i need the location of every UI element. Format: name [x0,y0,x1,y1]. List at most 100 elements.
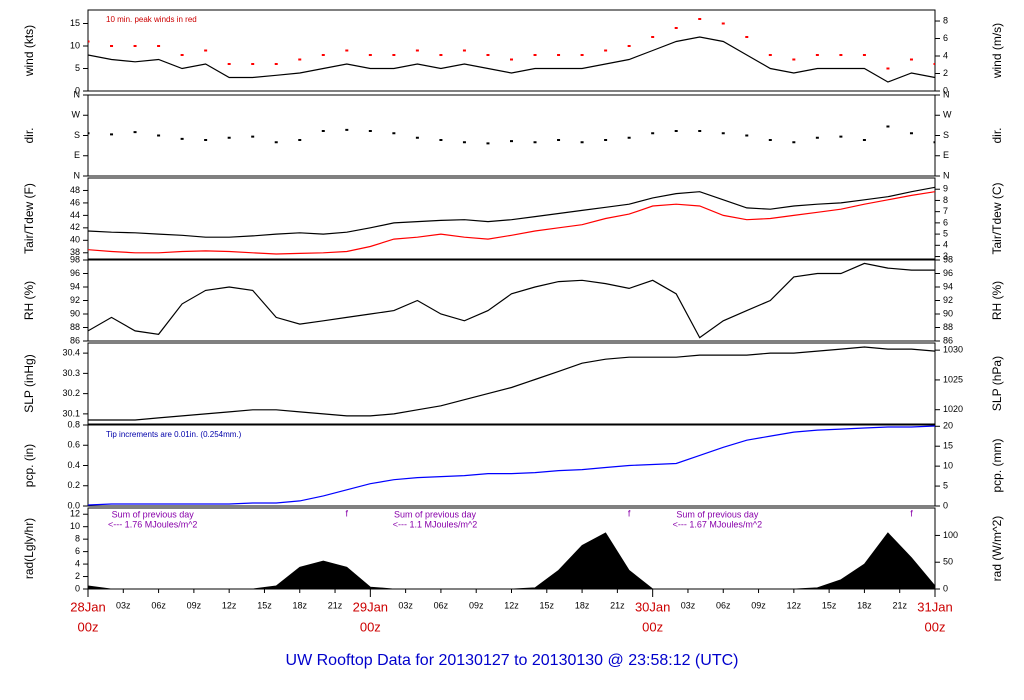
day-sum-title: Sum of previous day [394,509,477,519]
data-point [792,58,796,61]
y-tick-label: E [74,150,80,160]
data-point [157,134,161,137]
data-point [345,128,349,131]
y-tick-label: 0 [75,583,80,593]
data-point [274,141,278,144]
data-point [439,54,443,56]
y2-tick-label: 94 [943,281,953,291]
panel-frame [87,9,936,92]
x-tick-label: 12z [504,600,519,610]
y2-tick-label: 96 [943,268,953,278]
plot-area [88,532,935,589]
day-sum-value: <--- 1.1 MJoules/m^2 [393,519,478,529]
day-mark: f [910,508,913,518]
y-axis-label: dir. [22,127,36,143]
date-label: 31Jan [917,599,952,614]
y2-tick-label: 100 [943,530,958,540]
data-point [415,136,419,139]
y2-tick-label: 86 [943,335,953,345]
data-line [88,346,935,421]
y2-tick-label: 5 [943,228,948,238]
data-point [604,139,608,141]
data-line [88,425,935,506]
day-mark: f [628,508,631,518]
y2-axis-label: Tair/Tdew (C) [990,182,1004,254]
data-point [486,54,490,56]
x-tick-label: 03z [398,600,413,610]
y-axis-label: pcp. (in) [22,444,36,487]
data-point [698,130,702,132]
y2-tick-label: 7 [943,206,948,216]
data-point [368,54,372,56]
x-tick-label: 00z [360,619,381,634]
y-tick-label: N [74,89,81,99]
data-line [88,262,935,339]
y2-tick-label: 0 [943,583,948,593]
y2-axis-label: dir. [990,127,1004,143]
x-tick-label: 03z [681,600,696,610]
x-tick-label: 09z [469,600,484,610]
data-point [886,125,890,128]
data-point [486,142,490,145]
x-tick-label: 21z [892,600,907,610]
y-axis-label: Tair/Tdew (F) [22,183,36,254]
data-point [298,139,302,141]
data-point [274,63,278,65]
y-tick-label: 5 [75,63,80,73]
data-point [533,54,537,56]
y-tick-label: W [72,110,81,120]
x-tick-label: 18z [575,600,590,610]
data-area [88,532,935,589]
data-point [415,49,419,52]
data-line [88,36,935,83]
y2-tick-label: 5 [943,480,948,490]
y-tick-label: 30.3 [62,368,80,378]
data-point [862,54,866,56]
y-tick-label: 98 [70,254,80,264]
y2-tick-label: 8 [943,195,948,205]
y-tick-label: 6 [75,546,80,556]
data-point [133,131,137,134]
data-point [721,22,725,25]
data-point [909,132,913,135]
data-point [933,63,935,65]
data-point [88,40,90,43]
y2-tick-label: 4 [943,50,948,60]
data-point [227,63,231,65]
data-point [839,54,843,56]
panel-frame [87,342,936,425]
y2-tick-label: 1025 [943,374,963,384]
data-point [604,49,608,52]
panel-frame [87,507,936,590]
y-tick-label: 0.4 [67,460,80,470]
data-point [580,141,584,144]
y-axis-label: wind (kts) [22,25,36,77]
y-tick-label: 46 [70,197,80,207]
y-tick-label: 40 [70,235,80,245]
x-tick-label: 12z [787,600,802,610]
data-point [180,137,184,140]
y2-tick-label: 90 [943,308,953,318]
y2-axis-label: SLP (hPa) [990,356,1004,411]
data-point [557,139,561,141]
x-tick-label: 15z [257,600,272,610]
y2-axis-label: wind (m/s) [990,23,1004,79]
data-point [533,141,537,144]
y2-axis-label: RH (%) [990,281,1004,320]
x-tick-label: 06z [151,600,166,610]
data-point [133,45,137,47]
plot-area [88,346,935,421]
y2-tick-label: E [943,150,949,160]
data-point [345,49,349,52]
x-tick-label: 15z [822,600,837,610]
y2-tick-label: 88 [943,322,953,332]
y-tick-label: 30.2 [62,388,80,398]
data-point [321,54,325,56]
data-point [933,141,935,144]
y-tick-label: 4 [75,558,80,568]
date-label: 28Jan [70,599,105,614]
y-tick-label: 44 [70,210,80,220]
panel-frame [87,259,936,342]
y-tick-label: N [74,170,81,180]
x-tick-label: 15z [540,600,555,610]
